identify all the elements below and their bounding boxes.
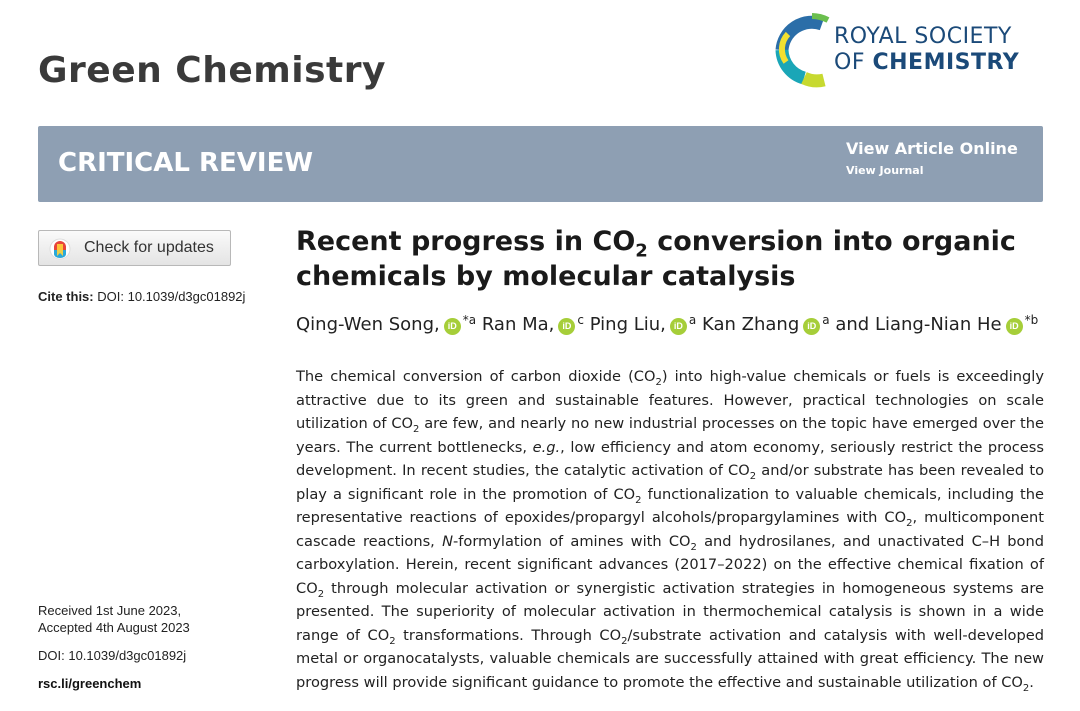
- author-name: Kan Zhang: [702, 314, 800, 335]
- author-name: Ran Ma,: [481, 314, 555, 335]
- subscript: 2: [749, 470, 757, 482]
- orcid-icon[interactable]: iD: [1005, 318, 1023, 335]
- author-name: and Liang-Nian He: [835, 314, 1002, 335]
- journal-link[interactable]: rsc.li/greenchem: [38, 676, 142, 691]
- subscript: 2: [621, 635, 628, 647]
- view-journal-link[interactable]: View Journal: [846, 164, 924, 177]
- author-affiliation: *a: [462, 313, 477, 327]
- abstract-text-segment: and/or substrate has been revealed to pl…: [296, 462, 1044, 503]
- abstract-text-segment: transformations. Through CO: [395, 626, 622, 644]
- article-history: Received 1st June 2023, Accepted 4th Aug…: [38, 602, 190, 636]
- author-affiliation: a: [688, 313, 697, 327]
- orcid-icon[interactable]: iD: [803, 318, 821, 335]
- abstract: The chemical conversion of carbon dioxid…: [296, 365, 1044, 694]
- author-name: Ping Liu,: [589, 314, 666, 335]
- check-for-updates-button[interactable]: Check for updates: [38, 230, 231, 266]
- subscript: 2: [1022, 682, 1030, 694]
- article-title: Recent progress in CO2 conversion into o…: [296, 224, 1036, 294]
- received-date: Received 1st June 2023,: [38, 603, 182, 618]
- abstract-text-segment: functionalization to valuable chemicals,…: [296, 485, 1045, 527]
- abstract-text-segment: through molecular activation or synergis…: [296, 579, 1044, 644]
- cite-this: Cite this: DOI: 10.1039/d3gc01892j: [38, 289, 245, 304]
- journal-title: Green Chemistry: [38, 50, 386, 91]
- subscript: 2: [690, 541, 697, 553]
- orcid-icon[interactable]: iD: [669, 318, 687, 335]
- title-subscript: 2: [635, 240, 648, 262]
- abstract-text-segment: , multicomponent cascade reactions,: [296, 509, 1044, 550]
- title-part1: Recent progress in CO: [296, 226, 636, 257]
- subscript: 2: [413, 423, 420, 435]
- rsc-logo-icon: [775, 13, 830, 88]
- article-type-banner: CRITICAL REVIEW View Article Online View…: [38, 126, 1043, 202]
- check-for-updates-label: Check for updates: [84, 239, 214, 256]
- subscript: 2: [906, 517, 913, 529]
- orcid-icon[interactable]: iD: [443, 318, 461, 335]
- abstract-text-segment: -formylation of amines with CO: [452, 532, 691, 550]
- crossmark-icon: [49, 238, 71, 260]
- author-affiliation: c: [577, 313, 584, 327]
- orcid-icon[interactable]: iD: [558, 318, 576, 335]
- cite-value: DOI: 10.1039/d3gc01892j: [97, 289, 246, 304]
- italic-term: N: [442, 532, 453, 550]
- subscript: 2: [655, 376, 662, 388]
- author-affiliation: a: [822, 313, 830, 327]
- view-article-online-link[interactable]: View Article Online: [846, 139, 1018, 158]
- author-list: Qing-Wen Song, iD *a Ran Ma, iD c Ping Liu, i…: [296, 313, 1038, 335]
- doi: DOI: 10.1039/d3gc01892j: [38, 648, 187, 663]
- cite-label: Cite this:: [38, 289, 94, 304]
- abstract-text-segment: , low efficiency and atom economy, serio…: [296, 438, 1044, 480]
- abstract-text: The chemical conversion of carbon dioxid…: [296, 365, 1044, 694]
- italic-term: e.g.: [532, 438, 561, 456]
- accepted-date: Accepted 4th August 2023: [38, 620, 190, 635]
- article-type: CRITICAL REVIEW: [58, 148, 314, 178]
- abstract-text-segment: are few, and nearly no new industrial pr…: [296, 415, 1044, 456]
- publisher-chemistry: CHEMISTRY: [872, 50, 1020, 75]
- abstract-text-segment: .: [1029, 673, 1034, 691]
- publisher-of: OF: [834, 50, 865, 75]
- subscript: 2: [389, 635, 396, 647]
- abstract-text-segment: The chemical conversion of carbon dioxid…: [296, 368, 656, 385]
- author-affiliation: *b: [1024, 313, 1039, 327]
- publisher-name: ROYAL SOCIETY OF CHEMISTRY: [834, 24, 1019, 76]
- subscript: 2: [635, 494, 642, 506]
- abstract-text-segment: /substrate activation and catalysis with…: [296, 626, 1044, 691]
- publisher-line2: OF CHEMISTRY: [834, 50, 1019, 76]
- title-part2: conversion into organic chemicals by mol…: [296, 226, 1016, 292]
- publisher-line1: ROYAL SOCIETY: [834, 24, 1012, 49]
- abstract-text-segment: ) into high-value chemicals or fuels is …: [296, 368, 1045, 432]
- abstract-text-segment: and hydrosilanes, and unactivated C–H bo…: [296, 532, 1044, 597]
- author-name: Qing-Wen Song,: [296, 314, 440, 335]
- subscript: 2: [317, 588, 325, 600]
